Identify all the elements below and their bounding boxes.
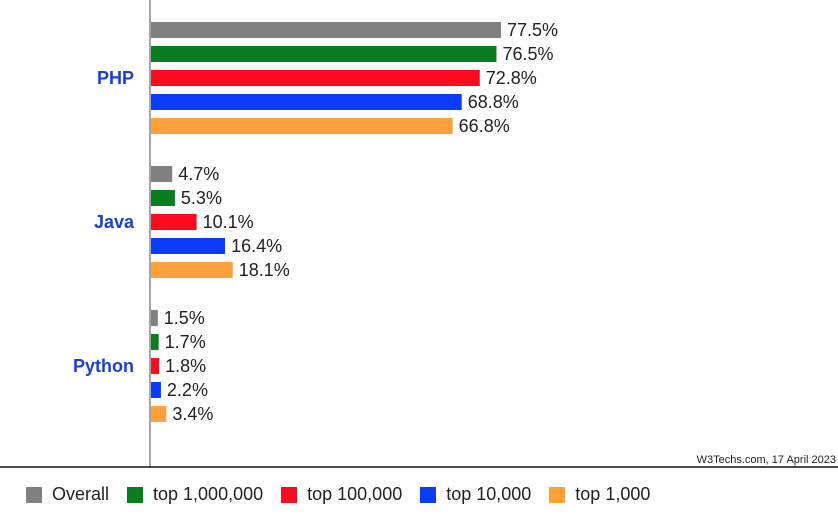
bar-php-top-100-000 (151, 70, 480, 86)
bar-python-top-100-000 (151, 358, 160, 374)
value-label-java-top-100-000: 10.1% (203, 212, 254, 232)
value-label-java-top-1-000: 18.1% (239, 260, 290, 280)
bar-java-top-1-000-000 (151, 190, 175, 206)
bar-python-top-1-000-000 (151, 334, 159, 350)
bar-php-top-1-000 (151, 118, 453, 134)
value-label-python-top-1-000-000: 1.7% (165, 332, 206, 352)
legend-item-top-1-000: top 1,000 (549, 484, 650, 505)
legend-swatch-top-1-000 (549, 486, 566, 503)
legend-item-top-100-000: top 100,000 (281, 484, 402, 505)
bar-python-top-10-000 (151, 382, 161, 398)
legend-swatch-top-1-000-000 (127, 486, 144, 503)
credit-text: W3Techs.com, 17 April 2023 (697, 454, 836, 466)
legend-swatch-overall (26, 486, 42, 503)
bar-chart: 77.5% 76.5% 72.8% 68.8% 66.8% PHP 4.7% 5.3% 10.1… (0, 0, 838, 468)
value-label-php-top-10-000: 68.8% (468, 92, 519, 112)
legend: Overall top 1,000,000 top 100,000 top 10,00… (0, 472, 838, 517)
value-label-python-top-10-000: 2.2% (167, 380, 208, 400)
bar-java-top-10-000 (151, 238, 226, 254)
bar-php-overall (151, 22, 501, 38)
value-label-python-top-1-000: 3.4% (172, 404, 213, 424)
value-label-python-top-100-000: 1.8% (165, 356, 206, 376)
legend-label-overall: Overall (52, 484, 110, 504)
value-label-php-top-1-000-000: 76.5% (502, 44, 553, 64)
legend-item-top-10-000: top 10,000 (420, 484, 531, 505)
legend-label-top-1-000-000: top 1,000,000 (153, 484, 264, 504)
bar-java-top-100-000 (151, 214, 197, 230)
legend-swatch-top-100-000 (281, 486, 298, 503)
value-label-python-overall: 1.5% (164, 308, 205, 328)
value-label-java-overall: 4.7% (178, 164, 219, 184)
legend-swatch-top-10-000 (420, 486, 437, 503)
bar-java-overall (151, 166, 173, 182)
bar-java-top-1-000 (151, 262, 233, 278)
bar-python-top-1-000 (151, 406, 167, 422)
bars-group (151, 22, 501, 422)
bar-php-top-1-000-000 (151, 46, 497, 62)
value-label-php-top-100-000: 72.8% (486, 68, 537, 88)
legend-label-top-10-000: top 10,000 (446, 484, 532, 504)
value-label-php-top-1-000: 66.8% (459, 116, 510, 136)
bar-php-top-10-000 (151, 94, 462, 110)
bar-python-overall (151, 310, 158, 326)
value-label-java-top-1-000-000: 5.3% (181, 188, 222, 208)
legend-label-top-1-000: top 1,000 (575, 484, 651, 504)
category-label-php: PHP (97, 68, 134, 88)
value-label-java-top-10-000: 16.4% (231, 236, 282, 256)
category-label-python: Python (73, 356, 134, 376)
category-label-java: Java (94, 212, 135, 232)
legend-item-top-1-000-000: top 1,000,000 (127, 484, 263, 505)
labels-group: 77.5% 76.5% 72.8% 68.8% 66.8% PHP 4.7% 5.3% 10.1… (73, 20, 558, 424)
legend-item-overall: Overall (26, 484, 109, 505)
value-label-php-overall: 77.5% (507, 20, 558, 40)
legend-label-top-100-000: top 100,000 (307, 484, 403, 504)
